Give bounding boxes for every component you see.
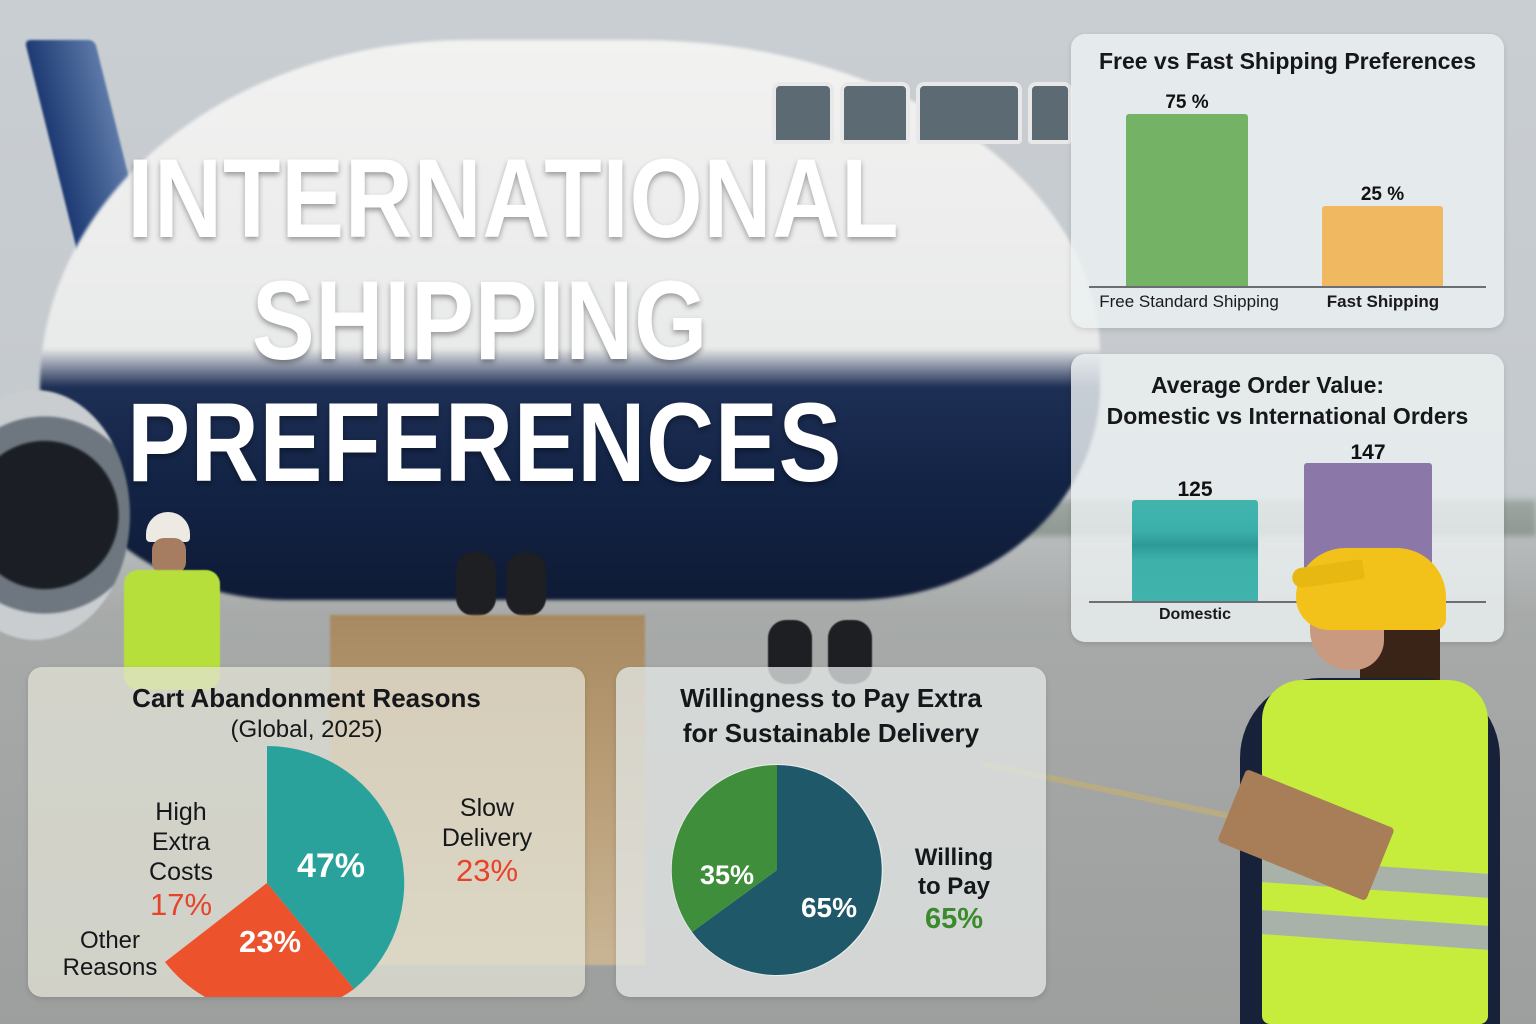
annotation-other-reasons: Other Reasons bbox=[62, 927, 158, 981]
pie-chart: 35% 65% bbox=[671, 764, 883, 976]
chart-card-cart-abandonment: Cart Abandonment Reasons (Global, 2025) … bbox=[28, 667, 585, 997]
chart-title: Average Order Value: Domestic vs Interna… bbox=[1106, 372, 1469, 429]
pie-slice-other-reasons bbox=[165, 883, 354, 997]
chart-title: Cart Abandonment Reasons bbox=[132, 683, 481, 713]
title-line-1: INTERNATIONAL bbox=[127, 136, 900, 261]
x-axis-line bbox=[1089, 286, 1486, 288]
slice-value-label: 23% bbox=[239, 924, 301, 959]
slice-value-label: 35% bbox=[700, 860, 754, 890]
title-line-3: PREFERENCES bbox=[127, 380, 843, 505]
annotation-high-extra-costs: High Extra Costs 17% bbox=[149, 798, 213, 922]
cockpit-window bbox=[772, 82, 834, 144]
slice-value-label: 47% bbox=[297, 847, 365, 885]
landing-gear-wheel bbox=[506, 552, 546, 616]
category-label: Free Standard Shipping bbox=[1099, 292, 1279, 311]
landing-gear-wheel bbox=[456, 552, 496, 616]
chart-subtitle: (Global, 2025) bbox=[230, 716, 383, 743]
category-label: Fast Shipping bbox=[1326, 292, 1440, 311]
annotation-slow-delivery: Slow Delivery 23% bbox=[441, 794, 533, 888]
bar-value-label: 147 bbox=[1350, 441, 1386, 464]
chart-title: Free vs Fast Shipping Preferences bbox=[1098, 48, 1477, 74]
cockpit-window bbox=[916, 82, 1022, 144]
annotation-willing-to-pay: Willing to Pay 65% bbox=[914, 844, 994, 935]
title-line-2: SHIPPING bbox=[251, 258, 709, 383]
bar-value-label: 25 % bbox=[1360, 184, 1405, 205]
hard-hat bbox=[1296, 548, 1446, 630]
pie-chart: 47% 23% bbox=[165, 745, 405, 997]
x-axis-line bbox=[1089, 601, 1486, 603]
page-title: INTERNATIONAL SHIPPING PREFERENCES bbox=[127, 136, 900, 505]
bar-free-standard-shipping bbox=[1126, 114, 1248, 286]
chart-title: Willingness to Pay Extra for Sustainable… bbox=[680, 683, 982, 748]
category-label: Domestic bbox=[1158, 606, 1232, 623]
bar-value-label: 125 bbox=[1177, 478, 1213, 501]
bar-value-label: 75 % bbox=[1165, 92, 1209, 113]
bar-fast-shipping bbox=[1322, 206, 1443, 286]
cockpit-window bbox=[1028, 82, 1072, 144]
pie-slice-slow-delivery bbox=[267, 745, 405, 989]
pie-slice-not-willing bbox=[671, 764, 777, 932]
cockpit-window bbox=[840, 82, 910, 144]
chart-card-free-vs-fast: Free vs Fast Shipping Preferences 75 % F… bbox=[1071, 34, 1504, 328]
bar-domestic bbox=[1132, 500, 1258, 601]
chart-card-sustainable-delivery: Willingness to Pay Extra for Sustainable… bbox=[616, 667, 1046, 997]
hard-hat bbox=[146, 512, 190, 542]
pie-slice-willing-to-pay bbox=[692, 765, 882, 975]
slice-value-label: 65% bbox=[801, 892, 857, 923]
foreground-worker bbox=[1210, 548, 1510, 1024]
